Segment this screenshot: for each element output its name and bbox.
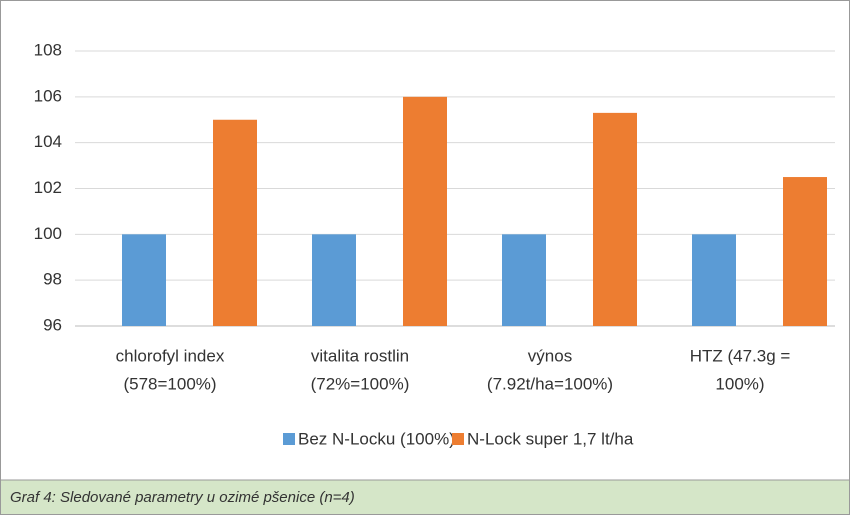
y-tick-label: 108 [34,40,62,59]
legend-label: N-Lock super 1,7 lt/ha [467,429,634,448]
bar [403,96,447,326]
x-tick-label: (7.92t/ha=100%) [487,374,613,393]
y-tick-label: 100 [34,224,62,243]
x-tick-label: chlorofyl index [116,346,225,365]
y-tick-label: 102 [34,178,62,197]
bar [122,234,166,326]
bar [783,177,827,326]
x-tick-label: 100%) [715,374,764,393]
x-tick-label: HTZ (47.3g = [690,346,791,365]
bar [213,119,257,326]
legend-label: Bez N-Locku (100%) [298,429,455,448]
y-tick-label: 104 [34,132,62,151]
bar [593,112,637,326]
bar [692,234,736,326]
legend-swatch [283,433,295,445]
caption: Graf 4: Sledované parametry u ozimé pšen… [10,489,355,506]
y-tick-label: 98 [43,270,62,289]
y-tick-label: 106 [34,86,62,105]
x-tick-label: (72%=100%) [311,374,410,393]
x-tick-label: výnos [528,346,572,365]
x-tick-label: vitalita rostlin [311,346,409,365]
bar [502,234,546,326]
caption-band [1,480,849,514]
y-tick-label: 96 [43,315,62,334]
bar [312,234,356,326]
x-tick-label: (578=100%) [123,374,216,393]
legend-swatch [452,433,464,445]
